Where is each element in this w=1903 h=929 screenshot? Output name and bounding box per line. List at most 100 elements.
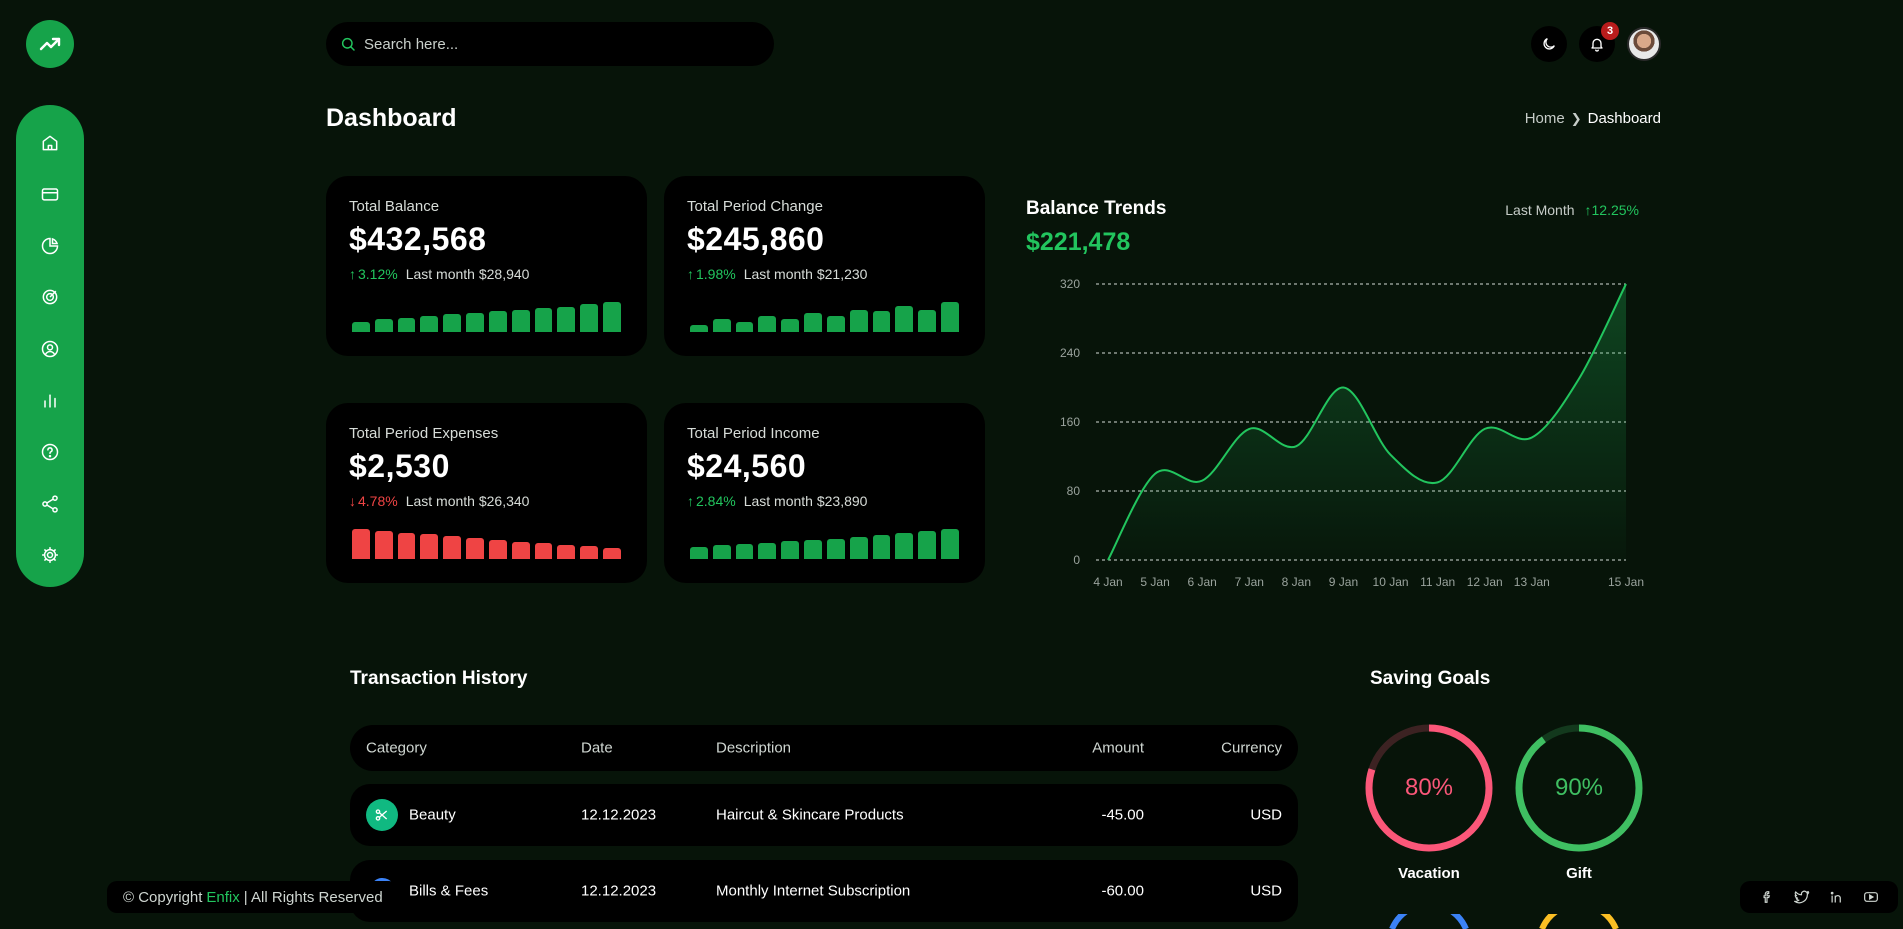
stat-change-pct: 1.98% (696, 266, 736, 282)
mini-bar (603, 548, 621, 559)
period-change-pct: 12.25% (1591, 202, 1639, 218)
mini-bar (941, 529, 959, 559)
x-tick-label: 6 Jan (1188, 575, 1217, 589)
copyright-suffix: | All Rights Reserved (243, 888, 383, 906)
mini-bar (557, 544, 576, 559)
facebook-icon[interactable] (1758, 888, 1776, 906)
breadcrumb-home-link[interactable]: Home (1524, 110, 1565, 127)
youtube-icon[interactable] (1862, 888, 1880, 906)
balance-trends-chart: 0 80 160 240 320 4 Jan 5 Jan 6 Jan 7 Jan 8 Jan 9 J… (1060, 277, 1644, 589)
stat-last-month: Last month $28,940 (405, 266, 530, 282)
notifications-button[interactable]: 3 (1579, 22, 1619, 62)
mini-bar (849, 536, 868, 559)
goal-card-gift[interactable]: 90% Gift (1514, 723, 1644, 882)
table-row[interactable]: Beauty 12.12.2023 Haircut & Skincare Pro… (350, 784, 1298, 846)
mini-bar (849, 309, 868, 332)
sidebar-item-goals[interactable] (30, 278, 70, 318)
mini-bar (466, 312, 484, 332)
cell-amount: -45.00 (1101, 806, 1144, 824)
sidebar-item-share[interactable] (30, 484, 70, 524)
column-header-amount[interactable]: Amount (1092, 739, 1144, 757)
home-icon (42, 135, 58, 151)
goal-percent: 80% (1404, 774, 1454, 801)
sidebar-item-home[interactable] (30, 123, 70, 163)
stat-label: Total Period Change (687, 198, 823, 215)
x-tick-label: 7 Jan (1235, 575, 1264, 589)
sidebar-item-help[interactable] (30, 432, 70, 472)
mini-bar (690, 325, 708, 332)
goal-card-vacation[interactable]: 80% Vacation (1364, 723, 1494, 882)
scissors-icon (375, 809, 388, 821)
gear-icon (42, 547, 58, 564)
cell-description: Monthly Internet Subscription (716, 882, 911, 900)
column-header-date[interactable]: Date (581, 739, 613, 757)
search-input[interactable] (364, 35, 744, 53)
stat-last-month: Last month $21,230 (743, 266, 868, 282)
column-header-description[interactable]: Description (716, 739, 792, 757)
goal-progress-ring (1365, 724, 1493, 852)
table-row[interactable]: Bills & Fees 12.12.2023 Monthly Internet… (350, 860, 1298, 922)
mini-bar (872, 535, 891, 559)
mini-bar (488, 311, 507, 332)
stat-label: Total Balance (349, 198, 440, 215)
chevron-right-icon: ❯ (1570, 110, 1582, 126)
cell-currency: USD (1250, 882, 1282, 900)
stat-label: Total Period Expenses (349, 425, 499, 442)
stat-value: $2,530 (349, 448, 450, 484)
stat-value: $245,860 (687, 221, 825, 257)
app-logo[interactable] (26, 20, 74, 68)
mini-bar (557, 306, 576, 332)
page-title: Dashboard (326, 104, 457, 132)
trend-point (1106, 558, 1110, 562)
sidebar-item-analytics[interactable] (30, 226, 70, 266)
mini-bar (580, 546, 599, 559)
cell-currency: USD (1250, 806, 1282, 824)
x-tick-label: 11 Jan (1420, 575, 1455, 589)
x-tick-label: 15 Jan (1608, 575, 1644, 589)
mini-bar (895, 533, 914, 559)
sidebar-item-cards[interactable] (30, 175, 70, 215)
stat-card-total-period-change: Total Period Change $245,860 ↑ 1.98% Las… (664, 176, 985, 356)
footer-brand-link[interactable]: Enfix (206, 888, 240, 906)
mini-bar-chart (352, 529, 621, 559)
x-tick-label: 12 Jan (1467, 575, 1503, 589)
trending-up-icon (39, 37, 61, 51)
stat-value: $24,560 (687, 448, 807, 484)
mini-bar (781, 319, 800, 332)
mini-bar (603, 302, 621, 332)
theme-toggle-button[interactable] (1531, 26, 1567, 62)
sidebar-item-reports[interactable] (30, 381, 70, 421)
mini-bar (758, 542, 777, 559)
twitter-icon[interactable] (1793, 888, 1811, 906)
column-header-category[interactable]: Category (366, 739, 427, 757)
sidebar-item-profile[interactable] (30, 329, 70, 369)
column-header-currency[interactable]: Currency (1221, 739, 1282, 757)
arrow-up-icon: ↑ (687, 493, 694, 509)
linkedin-icon[interactable] (1827, 888, 1845, 906)
stat-card-total-balance: Total Balance $432,568 ↑ 3.12% Last mont… (326, 176, 647, 356)
footer-copyright: © Copyright Enfix | All Rights Reserved (107, 881, 399, 913)
mini-bar-chart (690, 302, 959, 332)
moon-icon (1543, 38, 1555, 50)
stat-last-month: Last month $26,340 (405, 493, 530, 509)
transaction-table-header: Category Date Description Amount Currenc… (350, 725, 1298, 771)
search-bar[interactable] (326, 22, 774, 66)
goal-ring: 80% (1364, 723, 1494, 853)
sidebar-item-settings[interactable] (30, 536, 70, 576)
avatar[interactable] (1627, 27, 1661, 61)
trend-point (1624, 282, 1628, 286)
trend-point (1530, 436, 1534, 440)
mini-bar (895, 305, 914, 332)
x-tick-label: 10 Jan (1373, 575, 1409, 589)
mini-bar (918, 309, 937, 332)
bell-icon (1591, 38, 1603, 52)
goal-name: Gift (1566, 865, 1592, 882)
breadcrumb: Home ❯ Dashboard (1525, 110, 1661, 127)
mini-bar (420, 534, 439, 559)
user-circle-icon (41, 340, 59, 358)
mini-bar-chart (690, 529, 959, 559)
category-icon (366, 799, 398, 831)
cell-description: Haircut & Skincare Products (716, 806, 904, 824)
trend-point (1483, 427, 1487, 431)
mini-bar (781, 541, 800, 559)
